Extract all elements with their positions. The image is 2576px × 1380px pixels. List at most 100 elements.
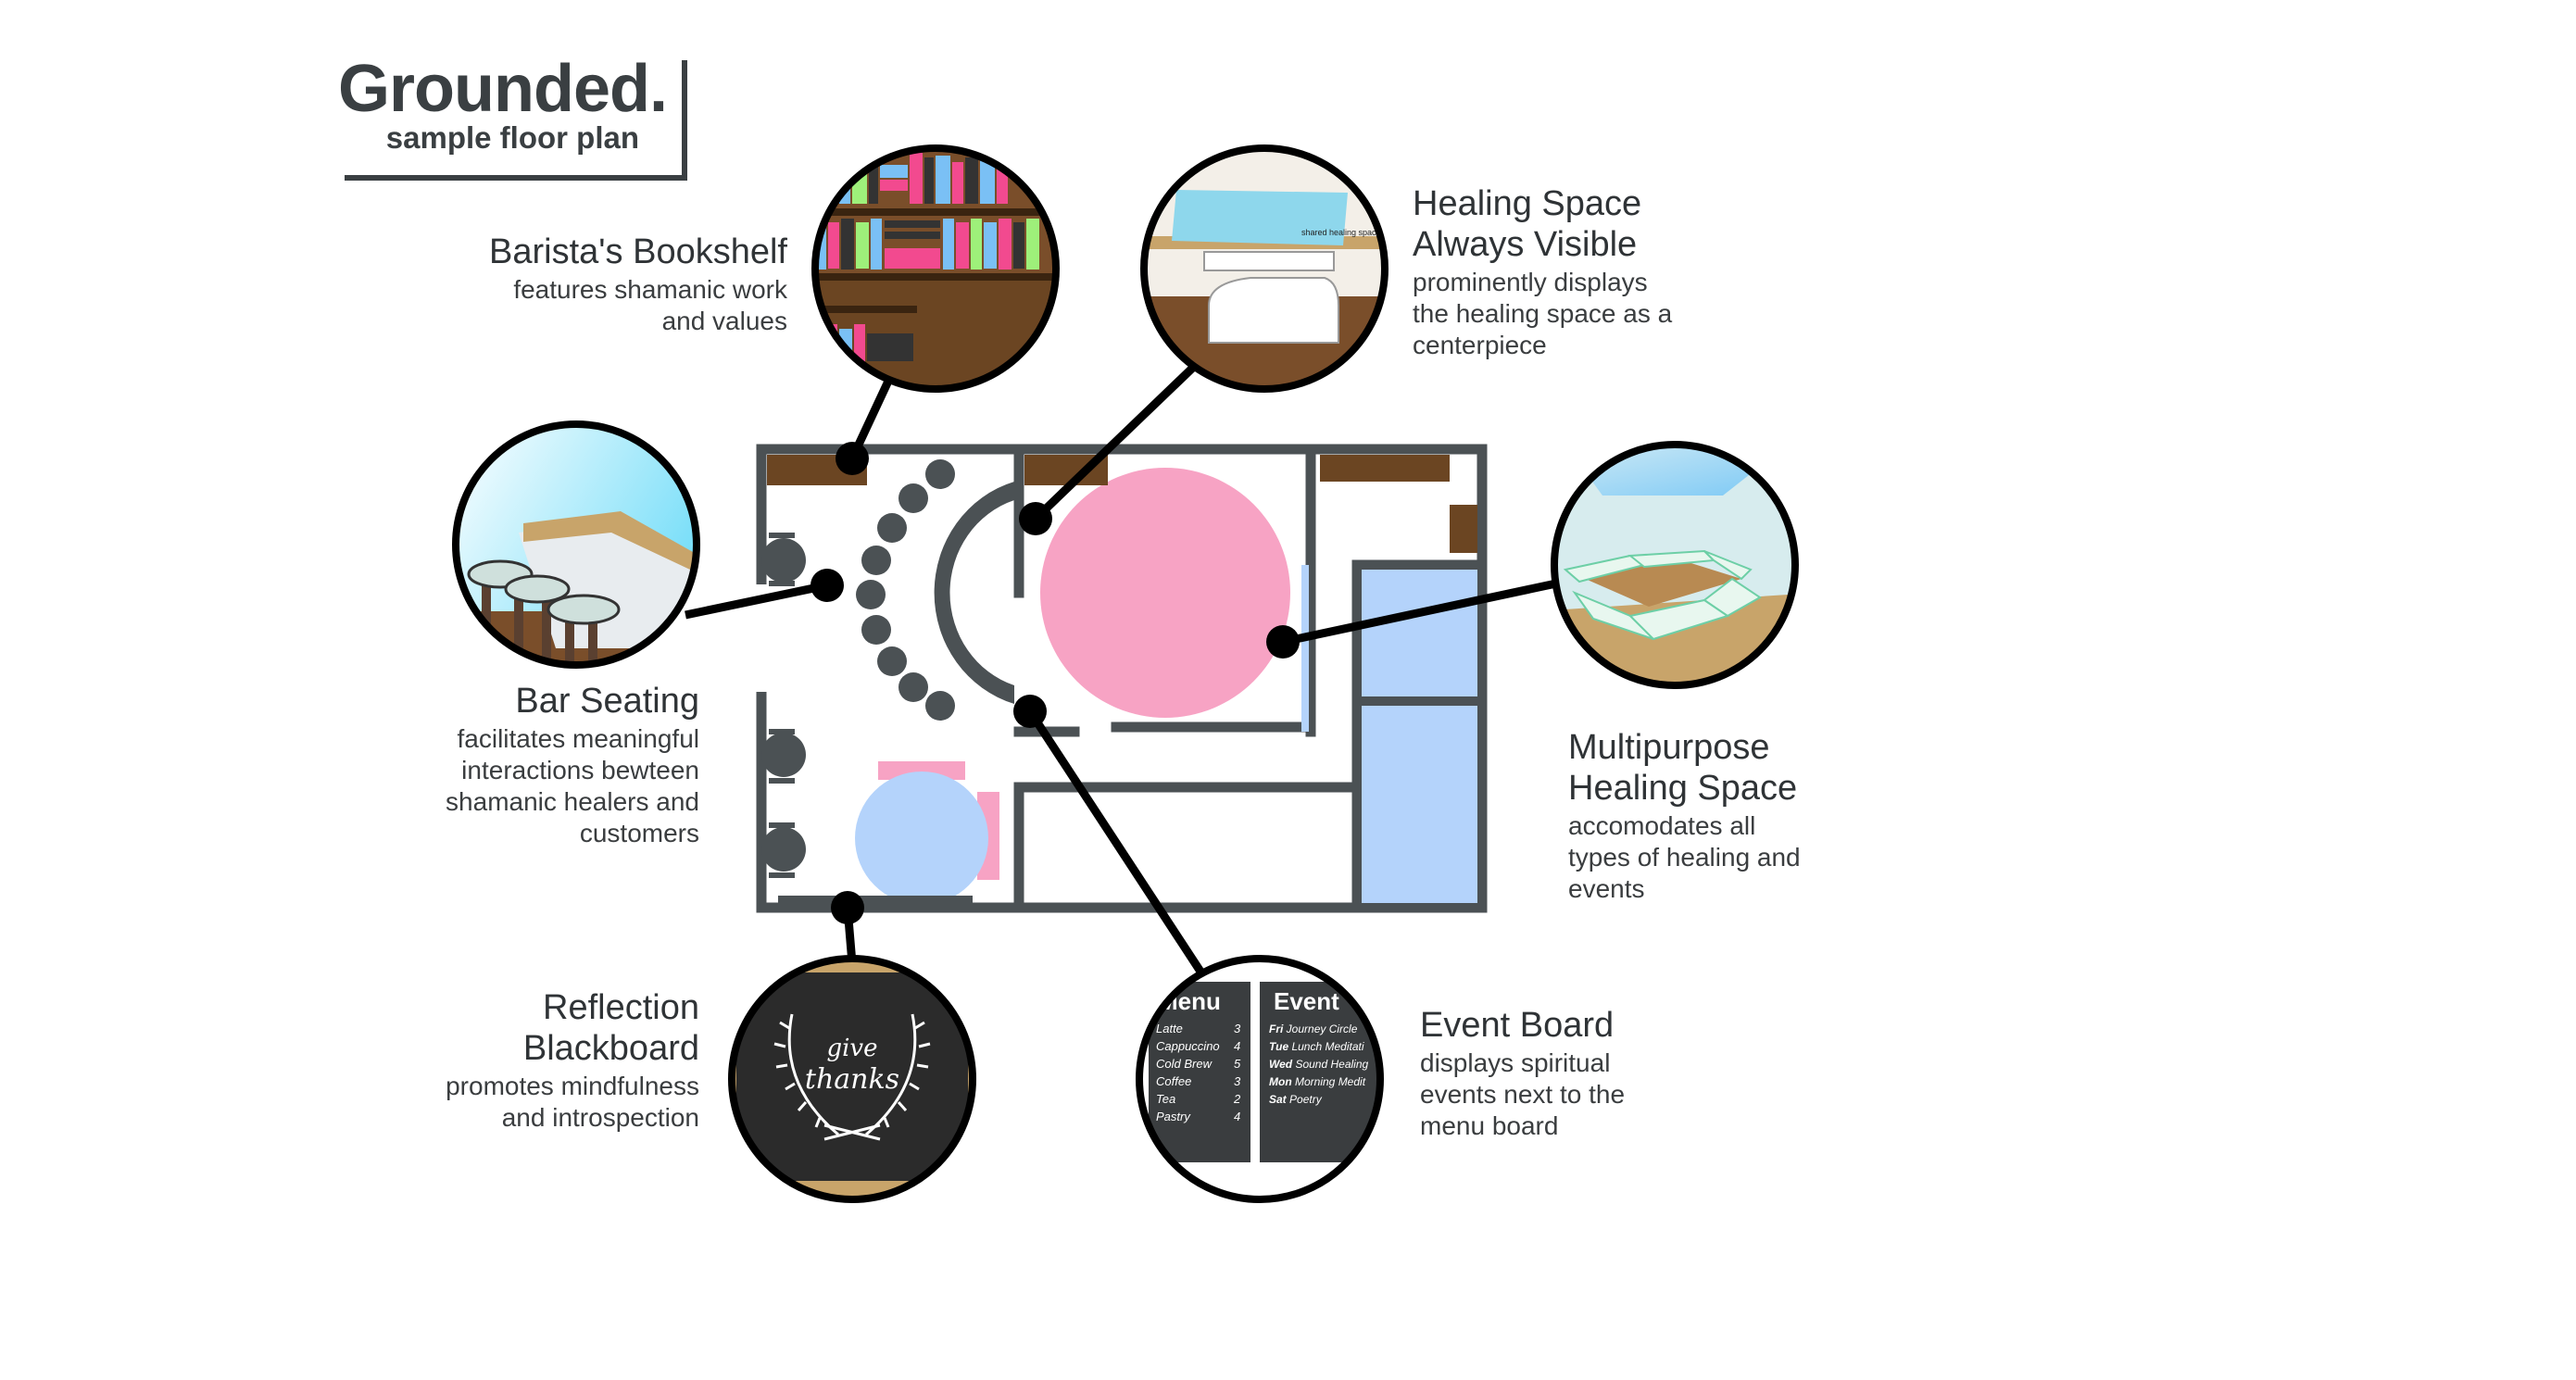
callout-multipurpose-desc-2: types of healing and <box>1568 843 1801 872</box>
menu-item-name: Coffee <box>1156 1074 1191 1088</box>
dot-multipurpose <box>1266 625 1300 659</box>
callout-event-board: Event Board displays spiritual events nex… <box>1420 1005 1772 1142</box>
menu-item-price: 4 <box>1234 1110 1240 1123</box>
bar-stool <box>898 483 928 513</box>
callout-blackboard-desc-2: and introspection <box>501 1103 699 1132</box>
bar-counter <box>934 482 1014 704</box>
bar-stool <box>925 459 955 489</box>
event-item: Wed Sound Healing <box>1269 1058 1369 1071</box>
menu-item-name: Cappuccino <box>1156 1039 1220 1053</box>
stool-legs <box>482 583 597 665</box>
callout-multipurpose-desc-3: events <box>1568 874 1645 903</box>
leader-healing-visible <box>1034 358 1203 521</box>
leader-event-board <box>1026 709 1208 980</box>
callout-event-board-desc-1: displays spiritual <box>1420 1048 1611 1077</box>
callout-healing-visible: Healing Space Always Visible prominently … <box>1413 183 1802 361</box>
page-title: Grounded. <box>338 52 668 126</box>
callout-bar-seating-title: Bar Seating <box>515 682 699 721</box>
callout-bar-seating-desc-1: facilitates meaningful <box>457 724 699 753</box>
callout-event-board-desc-2: events next to the <box>1420 1080 1626 1109</box>
chair <box>769 822 795 828</box>
table <box>761 538 806 583</box>
blackboard-word-2: thanks <box>805 1063 899 1096</box>
vignette-bar-seating <box>452 420 700 669</box>
vignette-blackboard: give thanks <box>728 955 976 1203</box>
leader-bar-seating <box>685 581 828 620</box>
callout-multipurpose-title-2: Healing Space <box>1568 769 1798 808</box>
callout-bar-seating-desc-3: shamanic healers and <box>446 787 699 816</box>
vignette-frame <box>728 955 976 1203</box>
menu-item-price: 5 <box>1234 1057 1241 1071</box>
callout-event-board-desc-3: menu board <box>1420 1111 1559 1140</box>
leader-dots <box>810 442 1300 924</box>
event-item: Fri Journey Circle <box>1269 1022 1358 1035</box>
books <box>815 153 1039 380</box>
callout-multipurpose-desc-1: accomodates all <box>1568 811 1756 840</box>
bar-stool <box>877 646 907 676</box>
bar-stool <box>856 580 886 609</box>
callout-blackboard: Reflection Blackboard promotes mindfulnes… <box>371 987 699 1134</box>
menu-item-name: Pastry <box>1156 1110 1191 1123</box>
callout-event-board-title: Event Board <box>1420 1006 1615 1045</box>
chair <box>769 581 795 586</box>
vignette-multipurpose <box>1551 441 1799 689</box>
title-block: Grounded. sample floor plan <box>333 51 690 181</box>
callout-healing-visible-desc-1: prominently displays <box>1413 268 1648 296</box>
vignette-frame <box>811 144 1060 393</box>
table <box>761 733 806 777</box>
blackboard-wall <box>778 896 973 906</box>
dot-bookshelf <box>836 442 869 475</box>
callout-healing-visible-desc-3: centerpiece <box>1413 331 1547 359</box>
bar-stool <box>898 672 928 702</box>
menu-item-name: Cold Brew <box>1156 1057 1213 1071</box>
chair <box>769 872 795 878</box>
vignette-frame <box>1136 955 1384 1203</box>
title-frame-vertical <box>682 60 687 181</box>
vignette-bookshelf <box>811 144 1060 393</box>
chair <box>769 729 795 734</box>
menu-item-name: Tea <box>1156 1092 1175 1106</box>
callout-bookshelf: Barista's Bookshelf features shamanic wo… <box>389 232 787 337</box>
vignette-healing-visible: shared healing space <box>1140 144 1389 393</box>
dot-healing-visible <box>1019 502 1052 535</box>
blackboard-word-1: give <box>826 1035 877 1062</box>
callout-bar-seating-desc-4: customers <box>579 819 699 847</box>
event-items: Fri Journey Circle Tue Lunch Meditati Wed … <box>1269 1022 1369 1106</box>
callout-blackboard-title-2: Blackboard <box>522 1029 699 1068</box>
callout-blackboard-title-1: Reflection <box>543 988 699 1027</box>
healing-space-circle <box>1040 468 1290 718</box>
callout-bookshelf-desc-2: and values <box>661 307 787 335</box>
dot-blackboard <box>831 891 864 924</box>
bar-stool <box>877 513 907 543</box>
laurel-wreath <box>773 1013 931 1141</box>
callout-healing-visible-title-2: Always Visible <box>1413 225 1638 264</box>
bar-stool <box>861 615 891 645</box>
chair <box>769 533 795 538</box>
dot-event-board <box>1013 695 1047 728</box>
callout-healing-visible-title-1: Healing Space <box>1413 184 1642 223</box>
bar-stool <box>861 546 891 575</box>
vignette-frame <box>452 420 700 669</box>
bar-stools <box>761 459 955 878</box>
vignette-frame <box>1551 441 1799 689</box>
table <box>761 827 806 872</box>
callout-bar-seating: Bar Seating facilitates meaningful intera… <box>306 681 699 849</box>
callout-multipurpose: Multipurpose Healing Space accomodates al… <box>1568 727 1957 905</box>
multipurpose-zone-upper <box>1362 570 1477 696</box>
menu-item-price: 4 <box>1234 1039 1240 1053</box>
shelf-3 <box>1320 455 1450 482</box>
shelf-4 <box>1450 505 1477 553</box>
multipurpose-zone-lower <box>1362 706 1477 903</box>
menu-items: Latte 3 Cappuccino 4 Cold Brew 5 Coffee 3 Tea 2 Pa… <box>1156 1022 1241 1123</box>
vignette-frame <box>1140 144 1389 393</box>
callout-bar-seating-desc-2: interactions bewteen <box>461 756 699 784</box>
event-item: Sat Poetry <box>1269 1093 1323 1106</box>
menu-item-price: 3 <box>1234 1022 1241 1035</box>
healing-sign-text: shared healing space <box>1301 228 1381 237</box>
callout-multipurpose-title-1: Multipurpose <box>1568 728 1770 767</box>
dot-bar-seating <box>810 569 844 602</box>
event-heading: Event <box>1274 987 1339 1015</box>
event-item: Tue Lunch Meditati <box>1269 1040 1364 1053</box>
